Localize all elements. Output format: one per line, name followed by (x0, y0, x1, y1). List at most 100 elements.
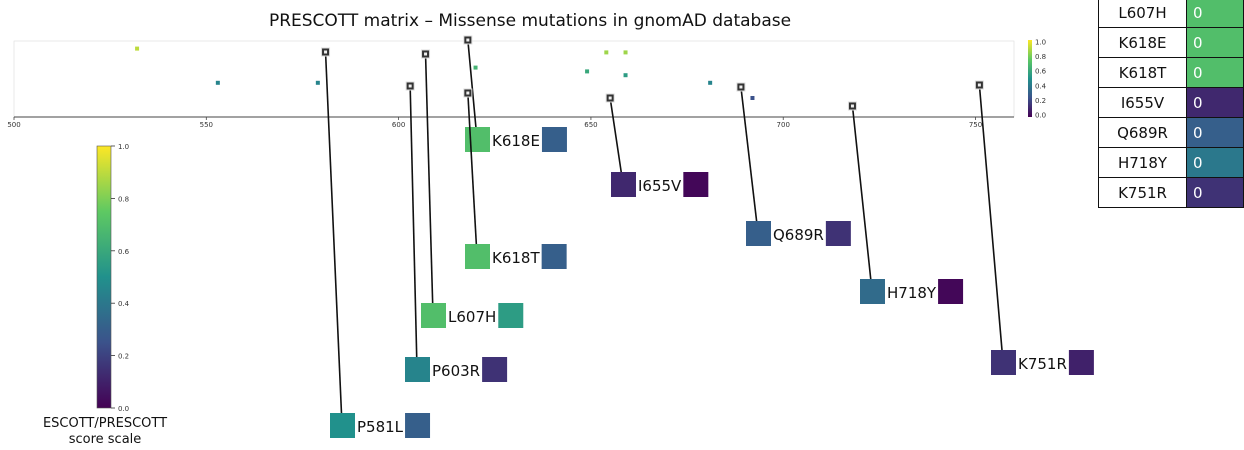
table-mutation-cell: K618T (1097, 57, 1188, 88)
connector-line (978, 84, 1004, 363)
matrix-point (215, 80, 220, 85)
x-tick-label: 600 (392, 121, 405, 129)
table-row: I655V 0 (1097, 87, 1244, 118)
connector-line (467, 39, 478, 140)
table-row: K751R 0 (1097, 177, 1244, 208)
prescott-score-box (541, 127, 567, 152)
matrix-point (135, 46, 140, 51)
table-score-cell: 0 (1186, 0, 1244, 28)
connector-line (409, 85, 418, 370)
matrix-point (750, 96, 755, 100)
position-marker-core (324, 50, 328, 54)
table-mutation-cell: K618E (1097, 27, 1188, 58)
table-row: H718Y 0 (1097, 147, 1244, 178)
table-score-cell: 0 (1186, 57, 1244, 88)
colorbar-tick-label: 0.2 (118, 353, 129, 361)
matrix-point (708, 80, 713, 85)
colorbar-tick-label: 0.4 (118, 300, 130, 308)
prescott-score-box (1068, 350, 1094, 375)
colorbar-gradient (96, 145, 112, 409)
mutation-label: P603R (432, 362, 480, 380)
colorbar-tick-label: 0.6 (118, 248, 130, 256)
mutation-score-table: L607H 0 K618E 0 K618T 0 I655V 0 Q689R 0 H718Y 0 K751… (1097, 0, 1244, 208)
table-mutation-cell: K751R (1097, 177, 1188, 208)
matrix-point (473, 65, 478, 70)
connector-line (740, 86, 759, 234)
colorbar-tick-label: 1.0 (118, 143, 129, 151)
mutation-k618t: K618T (463, 88, 567, 269)
escott-score-box (405, 357, 430, 382)
mutation-p603r: P603R (405, 81, 508, 382)
matrix-point (604, 50, 609, 55)
table-row: Q689R 0 (1097, 117, 1244, 148)
mutation-q689r: Q689R (736, 82, 851, 246)
escott-score-box (465, 127, 490, 152)
escott-score-box (330, 413, 355, 438)
position-marker-core (466, 91, 470, 95)
prescott-score-box (541, 244, 567, 269)
connector-line (609, 97, 624, 185)
x-tick-label: 500 (7, 121, 20, 129)
mini-colorbar-tick-label: 0.0 (1035, 112, 1046, 120)
table-score-cell: 0 (1186, 117, 1244, 148)
mutation-k618e: K618E (463, 35, 567, 152)
mini-colorbar-tick-label: 0.2 (1035, 97, 1046, 105)
x-tick-label: 550 (200, 121, 213, 129)
chart-title: PRESCOTT matrix – Missense mutations in … (268, 11, 792, 31)
mutation-label: I655V (638, 177, 682, 195)
mutation-l607h: L607H (421, 49, 524, 328)
table-score-cell: 0 (1186, 27, 1244, 58)
position-marker-core (424, 52, 428, 56)
x-tick-label: 750 (969, 121, 982, 129)
table-mutation-cell: Q689R (1097, 117, 1188, 148)
table-row: K618E 0 (1097, 27, 1244, 58)
mini-colorbar-tick-label: 1.0 (1035, 39, 1046, 47)
colorbar-caption: ESCOTT/PRESCOTT score scale (20, 416, 190, 448)
mutation-k751r: K751R (974, 80, 1094, 375)
escott-score-box (746, 221, 771, 246)
colorbar-tick-label: 0.8 (118, 195, 129, 203)
prescott-matrix-strip: 500 550 600 650 700 750 (7, 40, 1015, 129)
matrix-frame (13, 40, 1015, 118)
mutation-callouts: P581L P603R L607H K618E K618T I655V Q689R H718Y… (321, 35, 1094, 438)
mutation-label: Q689R (773, 226, 824, 244)
position-marker-core (739, 85, 743, 89)
escott-score-box (421, 303, 446, 328)
prescott-score-box (825, 221, 851, 246)
matrix-colorbar: 0.0 0.2 0.4 0.6 0.8 1.0 (1028, 39, 1047, 120)
table-score-cell: 0 (1186, 177, 1244, 208)
mutation-label: H718Y (887, 284, 937, 302)
mutation-label: P581L (357, 418, 404, 436)
matrix-point (585, 69, 590, 74)
mini-colorbar-gradient (1028, 40, 1032, 117)
position-marker-core (977, 83, 981, 87)
connector-line (324, 51, 343, 426)
prescott-score-box (482, 357, 508, 382)
mutation-label: K618E (492, 132, 540, 150)
table-row: L607H 0 (1097, 0, 1244, 28)
mini-colorbar-tick-label: 0.4 (1035, 82, 1047, 90)
mutation-label: K751R (1018, 355, 1067, 373)
escott-score-box (991, 350, 1016, 375)
colorbar-tick-label: 0.0 (118, 405, 129, 413)
table-score-cell: 0 (1186, 87, 1244, 118)
prescott-score-box (405, 413, 431, 438)
escott-score-box (611, 172, 636, 197)
mutation-h718y: H718Y (847, 101, 964, 304)
score-colorbar: 0.0 0.2 0.4 0.6 0.8 1.0 (96, 143, 130, 413)
matrix-point (623, 73, 628, 78)
colorbar-caption-line1: ESCOTT/PRESCOTT (42, 416, 168, 431)
position-marker-core (466, 38, 470, 42)
prescott-score-box (498, 303, 524, 328)
table-score-cell: 0 (1186, 147, 1244, 178)
x-tick-label: 700 (777, 121, 790, 129)
table-mutation-cell: I655V (1097, 87, 1188, 118)
connector-line (424, 53, 434, 316)
mutation-p581l: P581L (321, 47, 431, 438)
position-marker-core (408, 84, 412, 88)
connector-line (467, 92, 478, 257)
escott-score-box (465, 244, 490, 269)
mini-colorbar-tick-label: 0.8 (1035, 53, 1046, 61)
mutation-i655v: I655V (605, 93, 709, 197)
